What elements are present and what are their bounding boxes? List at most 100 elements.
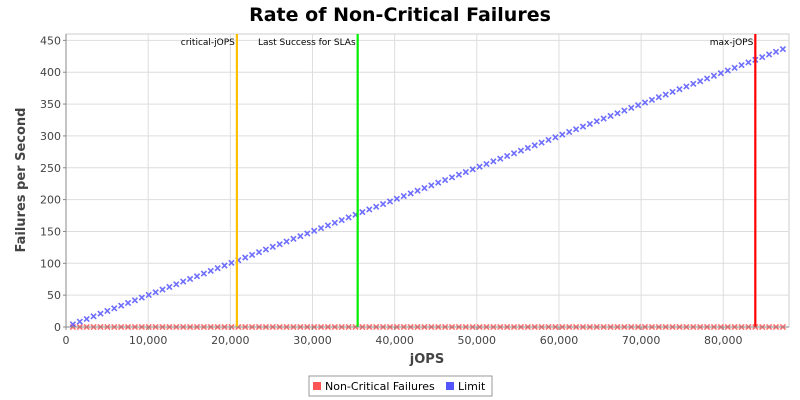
data-point bbox=[283, 238, 290, 245]
x-tick-label: 80,000 bbox=[704, 334, 743, 347]
y-tick-label: 0 bbox=[54, 321, 61, 334]
data-point bbox=[621, 107, 628, 114]
data-point bbox=[90, 313, 97, 320]
data-point bbox=[228, 259, 235, 267]
y-tick-label: 350 bbox=[40, 98, 61, 111]
marker-lines: critical-jOPS Last Success for SLAs max-jO… bbox=[181, 34, 757, 327]
data-point bbox=[207, 267, 214, 275]
data-point bbox=[379, 200, 387, 208]
data-point bbox=[138, 294, 145, 301]
legend-label-limit: Limit bbox=[458, 380, 486, 393]
data-point bbox=[779, 45, 787, 53]
data-point bbox=[290, 235, 297, 242]
y-tick-label: 450 bbox=[40, 34, 61, 47]
data-point bbox=[745, 59, 752, 66]
data-point bbox=[586, 120, 594, 128]
data-point bbox=[669, 88, 676, 96]
data-point bbox=[262, 246, 270, 253]
y-tick-label: 250 bbox=[40, 162, 61, 175]
data-point bbox=[448, 174, 456, 181]
y-tick-label: 300 bbox=[40, 130, 61, 143]
data-point bbox=[441, 176, 449, 184]
series-limit bbox=[69, 45, 787, 328]
data-point bbox=[200, 270, 208, 277]
data-point bbox=[634, 102, 642, 109]
data-point bbox=[83, 315, 90, 323]
data-point bbox=[697, 78, 704, 85]
x-tick-label: 30,000 bbox=[293, 334, 332, 347]
legend-swatch-non-critical-failures bbox=[313, 382, 321, 390]
data-point bbox=[676, 86, 683, 93]
data-point bbox=[111, 305, 118, 312]
data-point bbox=[297, 232, 304, 240]
data-point bbox=[248, 251, 256, 259]
data-point bbox=[145, 291, 152, 299]
x-tick-label: 70,000 bbox=[622, 334, 661, 347]
data-point bbox=[393, 195, 401, 202]
data-point bbox=[324, 222, 332, 229]
x-tick-label: 20,000 bbox=[211, 334, 250, 347]
data-point bbox=[69, 321, 77, 328]
plot-area bbox=[65, 33, 790, 328]
data-point bbox=[469, 166, 476, 173]
x-tick-label: 10,000 bbox=[129, 334, 168, 347]
data-point bbox=[552, 134, 559, 141]
marker-label-critical-jops: critical-jOPS bbox=[181, 38, 235, 48]
data-point bbox=[131, 297, 139, 304]
data-point bbox=[538, 139, 545, 146]
legend-label-non-critical-failures: Non-Critical Failures bbox=[325, 380, 435, 393]
data-point bbox=[593, 118, 600, 125]
data-point bbox=[276, 241, 283, 248]
data-point bbox=[366, 206, 373, 213]
data-point bbox=[255, 249, 263, 256]
data-point bbox=[152, 289, 159, 296]
data-point bbox=[703, 75, 711, 82]
data-point bbox=[76, 318, 83, 325]
data-point bbox=[545, 136, 552, 144]
x-tick-label: 40,000 bbox=[375, 334, 414, 347]
data-point bbox=[221, 262, 228, 269]
data-point bbox=[690, 80, 697, 88]
data-point bbox=[765, 51, 773, 58]
data-point bbox=[655, 94, 662, 101]
axes: 0 50 100 150 200 250 300 350 400 450 0 10,000 20,000… bbox=[40, 34, 789, 347]
data-point bbox=[214, 265, 221, 272]
data-point bbox=[648, 96, 656, 104]
data-point bbox=[414, 187, 421, 194]
data-point bbox=[359, 208, 366, 216]
data-point bbox=[304, 230, 311, 237]
data-point bbox=[524, 144, 532, 152]
data-point bbox=[572, 126, 580, 133]
x-tick-label: 50,000 bbox=[458, 334, 497, 347]
x-tick-label: 60,000 bbox=[540, 334, 579, 347]
y-tick-label: 50 bbox=[47, 289, 61, 302]
data-point bbox=[97, 310, 104, 317]
marker-label-max-jops: max-jOPS bbox=[710, 38, 754, 48]
y-tick-label: 400 bbox=[40, 66, 61, 79]
data-point bbox=[186, 275, 194, 283]
data-point bbox=[173, 281, 180, 288]
data-point bbox=[166, 283, 173, 291]
data-point bbox=[124, 299, 132, 307]
data-point bbox=[510, 150, 518, 157]
marker-label-last-success-for-slas: Last Success for SLAs bbox=[258, 38, 356, 48]
data-point bbox=[579, 123, 587, 130]
data-point bbox=[310, 227, 318, 234]
data-point bbox=[455, 171, 463, 178]
data-point bbox=[373, 203, 380, 210]
data-point bbox=[759, 53, 766, 61]
chart-title: Rate of Non-Critical Failures bbox=[249, 4, 551, 26]
data-point bbox=[614, 110, 621, 117]
data-point bbox=[435, 179, 442, 186]
data-point bbox=[345, 214, 352, 221]
data-point bbox=[600, 115, 607, 122]
data-point bbox=[338, 216, 345, 224]
data-point bbox=[566, 128, 573, 136]
data-point bbox=[497, 155, 504, 162]
data-point bbox=[180, 278, 187, 285]
data-point bbox=[407, 190, 414, 197]
data-point bbox=[641, 99, 649, 106]
data-point bbox=[117, 302, 125, 309]
data-point bbox=[772, 48, 780, 55]
data-point bbox=[517, 147, 525, 154]
